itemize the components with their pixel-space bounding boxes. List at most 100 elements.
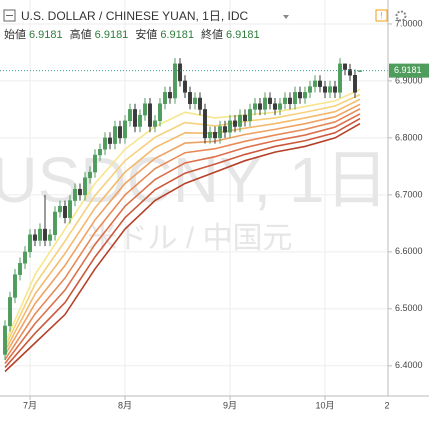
candle-body — [113, 126, 117, 144]
candle-body — [43, 228, 47, 241]
candle-body — [73, 188, 77, 201]
candle-body — [118, 126, 122, 139]
candle-body — [238, 114, 242, 127]
ohlc-label: 高値 — [70, 27, 92, 41]
candle-body — [208, 131, 212, 139]
moving-average-line — [4, 98, 361, 352]
ohlc-value: 6.9181 — [29, 29, 63, 41]
candle-body — [13, 274, 17, 298]
ohlc-legend: 始値 6.9181 高値 6.9181 安値 6.9181 終値 6.9181 — [4, 27, 260, 41]
candle-body — [333, 86, 337, 93]
last-price-label: 6.9181 — [394, 65, 422, 75]
candle-body — [128, 109, 132, 122]
candle-body — [98, 149, 102, 156]
ohlc-label: 始値 — [4, 27, 26, 41]
moving-average-line — [4, 117, 361, 369]
candle-body — [93, 154, 97, 173]
candle-body — [53, 211, 57, 236]
x-tick-label: 10月 — [315, 400, 334, 410]
candle-body — [168, 92, 172, 99]
candle-body — [38, 228, 42, 241]
candle-body — [258, 103, 262, 110]
plot — [0, 58, 388, 373]
candle-body — [303, 92, 307, 99]
candle-body — [183, 80, 187, 93]
candle-body — [138, 114, 142, 127]
candle-body — [293, 92, 297, 104]
candle-body — [193, 97, 197, 104]
collapse-icon[interactable] — [3, 9, 16, 22]
candle-body — [108, 137, 112, 144]
candle-body — [173, 63, 177, 99]
candle-body — [158, 103, 162, 122]
candle-body — [78, 188, 82, 196]
candle-body — [68, 200, 72, 218]
candle-body — [248, 109, 252, 122]
ohlc-value: 6.9181 — [160, 29, 194, 41]
candle-body — [273, 103, 277, 110]
candle-body — [278, 103, 282, 110]
candle-body — [163, 92, 167, 104]
moving-average-line — [4, 103, 361, 356]
candle-body — [223, 126, 227, 133]
candle-body — [153, 120, 157, 127]
candle-body — [83, 177, 87, 196]
grid — [0, 0, 388, 396]
candle-body — [218, 126, 222, 139]
alert-icon[interactable] — [375, 9, 388, 22]
candle-body — [48, 234, 52, 241]
y-tick-label: 6.5000 — [395, 303, 423, 313]
moving-average-line — [4, 122, 361, 373]
candle-body — [233, 120, 237, 127]
candle-body — [143, 103, 147, 116]
candle-body — [323, 86, 327, 93]
x-tick-label: 7月 — [23, 400, 37, 410]
y-tick-label: 6.9000 — [395, 75, 423, 85]
candle-body — [188, 92, 192, 104]
y-tick-label: 6.4000 — [395, 360, 423, 370]
moving-average-line — [4, 88, 361, 344]
candle-body — [88, 171, 92, 179]
candle-body — [28, 234, 32, 253]
candle-body — [328, 86, 332, 93]
candle-body — [268, 97, 272, 104]
moving-average-line — [4, 108, 361, 360]
x-tick-label: 9月 — [223, 400, 237, 410]
candle-body — [213, 131, 217, 139]
y-tick-label: 6.7000 — [395, 189, 423, 199]
candle-body — [133, 109, 137, 127]
x-tick-label: 2 — [384, 400, 389, 410]
axes: 6.4000 6.5000 6.6000 6.7000 6.8000 6.9000 7.00… — [23, 18, 429, 410]
moving-average-line — [4, 113, 361, 365]
x-tick-label: 8月 — [118, 400, 132, 410]
candle-body — [348, 69, 352, 76]
ohlc-label: 終値 — [201, 27, 223, 41]
candle-body — [18, 262, 22, 275]
candle-body — [283, 97, 287, 104]
candle-body — [148, 103, 152, 127]
chart-title: U.S. DOLLAR / CHINESE YUAN, 1日, IDC — [21, 9, 249, 23]
dropdown-arrow[interactable] — [283, 15, 289, 19]
candle-body — [253, 103, 257, 110]
candle-body — [178, 63, 182, 82]
y-tick-label: 6.8000 — [395, 132, 423, 142]
settings-icon[interactable] — [395, 10, 407, 22]
candle-body — [313, 80, 317, 87]
candle-body — [353, 74, 357, 93]
ohlc-value: 6.9181 — [226, 29, 260, 41]
y-tick-label: 7.0000 — [395, 18, 423, 28]
candle-body — [263, 97, 267, 110]
candle-body — [3, 325, 7, 355]
ohlc-value: 6.9181 — [95, 29, 129, 41]
candle-body — [198, 97, 202, 110]
candle-body — [63, 206, 67, 218]
moving-average-line — [4, 93, 361, 348]
candle-body — [338, 63, 342, 93]
last-price-tag — [389, 63, 429, 78]
candle-body — [58, 206, 62, 213]
y-tick-label: 6.6000 — [395, 246, 423, 256]
candle-body — [228, 120, 232, 133]
candle-body — [8, 297, 12, 327]
ohlc-label: 安値 — [135, 27, 157, 41]
